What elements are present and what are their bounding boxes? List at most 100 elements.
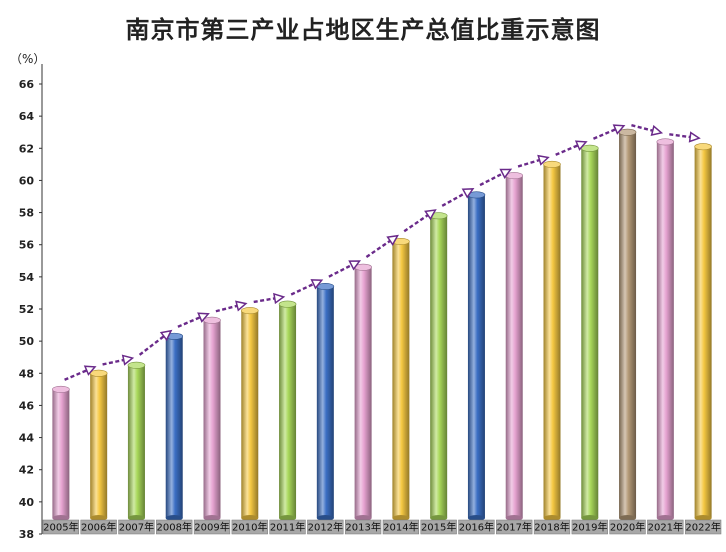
y-tick-label: 58: [19, 207, 34, 220]
category-label-box: [571, 519, 608, 535]
category-label: 2012年: [308, 521, 343, 534]
category-label-box: [269, 519, 306, 535]
category-label-box: [344, 519, 382, 535]
category-label-box: [42, 519, 80, 535]
bar-base: [354, 515, 372, 521]
bar-cap: [278, 300, 297, 308]
bar-base: [656, 515, 674, 521]
y-tick-label: 64: [19, 110, 35, 123]
bar-base: [392, 515, 410, 521]
trend-arrow: [631, 124, 664, 136]
category-label: 2021年: [648, 521, 683, 534]
bar: [127, 365, 145, 518]
trend-arrow: [138, 329, 173, 356]
category-label: 2006年: [81, 521, 116, 534]
bar-base: [467, 515, 485, 521]
category-label: 2018年: [534, 521, 569, 534]
category-label-box: [609, 519, 646, 535]
bar: [467, 194, 485, 518]
bar-cap: [52, 385, 70, 393]
trend-arrow: [64, 365, 97, 381]
chart-title: 南京市第三产业占地区生产总值比重示意图: [125, 16, 601, 44]
category-label: 2005年: [43, 521, 78, 534]
category-label: 2016年: [459, 521, 494, 534]
bar-cap: [694, 143, 712, 151]
y-tick-label: 48: [19, 367, 34, 380]
bar-base: [90, 515, 108, 521]
category-label-box: [496, 519, 533, 535]
trend-arrow: [555, 140, 588, 156]
y-tick-label: 56: [19, 239, 35, 252]
bar-base: [543, 515, 561, 521]
category-label-box: [458, 519, 495, 535]
bar-base: [430, 515, 448, 521]
category-label: 2007年: [119, 521, 154, 534]
category-label-box: [80, 519, 117, 535]
trend-arrow: [441, 188, 475, 207]
category-label-box: [382, 519, 420, 535]
bar: [279, 304, 297, 518]
y-tick-label: 50: [19, 335, 35, 348]
trend-arrow: [177, 312, 210, 328]
category-label-box: [156, 519, 193, 535]
bar: [203, 320, 221, 518]
category-label-box: [684, 519, 722, 535]
trend-arrow: [669, 131, 701, 143]
trend-arrow: [517, 154, 550, 168]
trend-arrow: [403, 209, 437, 233]
y-tick-label: 66: [19, 78, 35, 91]
bar: [656, 141, 674, 518]
category-label: 2010年: [232, 521, 267, 534]
bar-base: [694, 515, 712, 521]
category-label-box: [420, 519, 457, 535]
category-label: 2022年: [685, 521, 720, 534]
bar-base: [165, 515, 183, 521]
category-label: 2017年: [496, 521, 531, 534]
bar-cap: [89, 369, 108, 377]
trend-arrow: [479, 168, 513, 187]
category-label-box: [118, 519, 155, 535]
bar: [316, 286, 334, 518]
category-label: 2011年: [270, 521, 305, 534]
category-label-box: [647, 519, 684, 535]
bar: [430, 215, 448, 519]
bar-base: [505, 515, 523, 521]
category-label: 2014年: [383, 521, 418, 534]
category-label: 2013年: [345, 521, 380, 534]
y-tick-label: 42: [19, 464, 34, 477]
bar-cap: [203, 316, 221, 324]
bar: [694, 146, 712, 518]
y-tick-label: 38: [19, 528, 34, 541]
bar-cap: [543, 160, 561, 168]
trend-arrow: [215, 300, 248, 313]
bar-cap: [240, 307, 259, 315]
bar: [581, 148, 599, 519]
category-label-box: [193, 519, 231, 535]
bar-base: [52, 515, 70, 521]
y-tick-label: 40: [19, 496, 35, 509]
y-tick-label: 46: [19, 399, 35, 412]
bar: [505, 175, 523, 518]
category-label: 2020年: [610, 521, 645, 534]
trend-arrow: [290, 279, 324, 296]
category-label: 2019年: [572, 521, 607, 534]
bar: [543, 164, 561, 518]
bar: [165, 336, 183, 518]
category-label: 2009年: [194, 521, 229, 534]
y-tick-label: 60: [19, 174, 35, 187]
category-label-box: [307, 519, 344, 535]
trend-arrow: [102, 354, 135, 366]
bar-cap: [618, 128, 637, 136]
bar-base: [279, 515, 297, 521]
y-axis-unit: （%）: [10, 52, 46, 66]
bar: [52, 389, 70, 518]
bar-base: [127, 515, 145, 521]
bar-cap: [127, 361, 146, 369]
y-tick-label: 52: [19, 303, 34, 316]
bar-cap: [580, 144, 599, 152]
bar-base: [581, 515, 599, 521]
bar: [392, 241, 410, 518]
trend-arrow: [328, 260, 362, 278]
y-tick-label: 44: [19, 432, 35, 445]
